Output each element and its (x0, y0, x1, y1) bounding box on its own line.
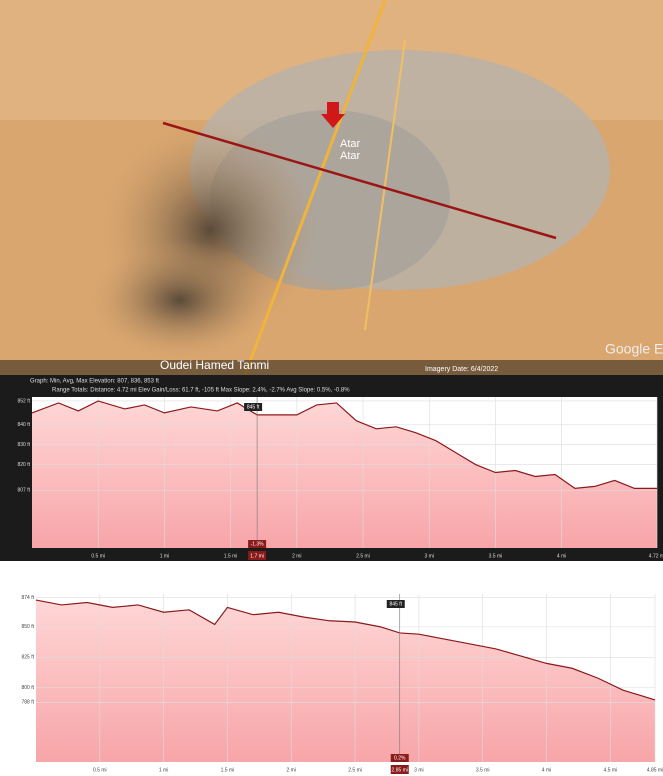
x-tick-label: 1 mi (159, 767, 168, 773)
elevation-line (31, 400, 657, 490)
cursor-box (244, 403, 263, 411)
x-tick-label: 4.72 mi (649, 553, 663, 559)
map-label: Google Earth (605, 341, 663, 357)
x-tick-label: 0.5 mi (91, 553, 105, 559)
cursor-box (390, 765, 409, 774)
elevation-line (35, 599, 656, 701)
marker (321, 102, 345, 128)
road (364, 39, 406, 331)
y-tick-label: 807 ft (17, 488, 30, 494)
y-tick-label: 825 ft (21, 655, 34, 661)
path-line (162, 121, 557, 240)
cursor-slope: -1.3% (251, 541, 265, 547)
x-tick-label: 2 mi (292, 553, 301, 559)
totals: Range Totals: Distance: 4.72 mi Elev Gai… (52, 388, 350, 394)
x-tick-label: 4 mi (542, 767, 551, 773)
map-label: Oudei Hamed Tanmi (160, 358, 269, 372)
map-label: Imagery Date: 6/4/2022 (425, 366, 498, 373)
cursor-elev: 845 ft (247, 404, 260, 410)
x-tick-label: 4 mi (557, 553, 566, 559)
cursor-x: 2.85 mi (392, 767, 408, 773)
road (243, 0, 387, 376)
map-label: Atar (340, 150, 361, 162)
cursor-box (386, 600, 405, 608)
x-tick-label: 3 mi (425, 553, 434, 559)
y-tick-label: 830 ft (17, 442, 30, 448)
elevation-area (36, 600, 655, 762)
cursor-box (248, 540, 267, 548)
y-tick-label: 850 ft (21, 624, 34, 630)
x-tick-label: 3.5 mi (489, 553, 503, 559)
stats: Graph: Min, Avg, Max Elevation: 807, 836… (30, 379, 159, 385)
map-label: Atar (340, 138, 361, 150)
x-tick-label: 1.5 mi (224, 553, 238, 559)
cursor-elev: 845 ft (389, 601, 402, 607)
y-tick-label: 788 ft (21, 700, 34, 706)
cursor-x: 1.7 mi (250, 553, 264, 559)
y-tick-label: 874 ft (21, 595, 34, 601)
x-tick-label: 3.5 mi (476, 767, 490, 773)
elevation-area (32, 400, 657, 548)
y-tick-label: 820 ft (17, 462, 30, 468)
map: Atar Atar Oudei Hamed Tanmi Google Earth… (0, 0, 663, 376)
x-tick-label: 4.5 mi (604, 767, 618, 773)
x-tick-label: 4.85 mi (647, 767, 663, 773)
x-tick-label: 2.5 mi (348, 767, 362, 773)
x-tick-label: 3 mi (414, 767, 423, 773)
cursor-slope: 0.2% (394, 755, 406, 761)
x-tick-label: 2.5 mi (356, 553, 370, 559)
x-tick-label: 1.5 mi (221, 767, 235, 773)
cursor-box (248, 551, 267, 560)
x-tick-label: 0.5 mi (93, 767, 107, 773)
x-tick-label: 2 mi (287, 767, 296, 773)
x-tick-label: 1 mi (160, 553, 169, 559)
y-tick-label: 800 ft (21, 685, 34, 691)
cursor-box (390, 754, 409, 762)
y-tick-label: 840 ft (17, 422, 30, 428)
y-tick-label: 852 ft (17, 398, 30, 404)
